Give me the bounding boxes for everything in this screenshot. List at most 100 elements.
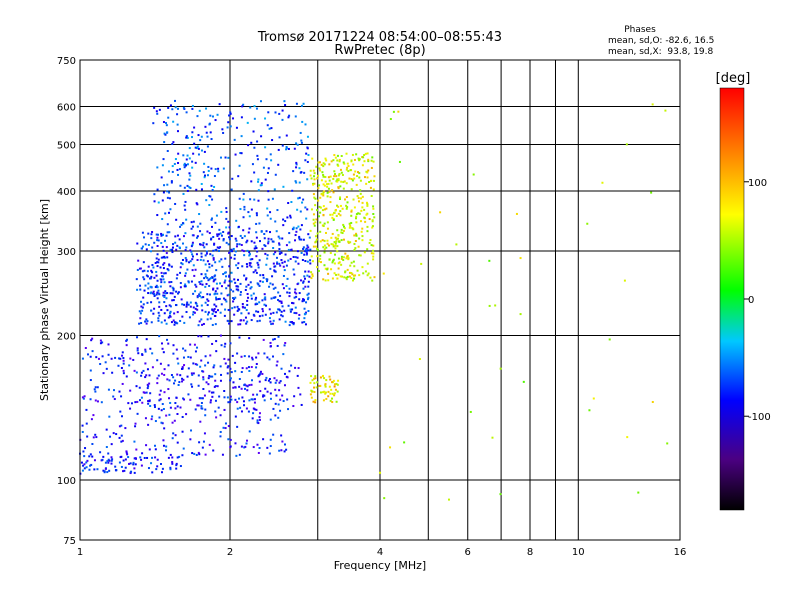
data-point bbox=[218, 237, 221, 240]
data-point bbox=[336, 229, 339, 232]
data-point bbox=[154, 448, 157, 451]
data-point bbox=[345, 276, 348, 279]
data-point bbox=[179, 374, 182, 377]
data-point bbox=[215, 305, 218, 308]
data-point bbox=[355, 213, 358, 216]
data-point bbox=[122, 362, 125, 365]
data-point bbox=[163, 255, 166, 258]
data-point bbox=[287, 248, 290, 251]
data-point bbox=[294, 234, 297, 237]
data-point bbox=[349, 226, 352, 229]
data-point bbox=[197, 147, 200, 150]
data-point bbox=[324, 385, 327, 388]
data-point bbox=[247, 312, 250, 315]
data-point bbox=[171, 108, 174, 111]
data-point bbox=[270, 297, 273, 300]
data-point bbox=[237, 225, 240, 228]
data-point bbox=[196, 235, 199, 238]
data-point bbox=[150, 321, 153, 324]
data-point bbox=[323, 377, 326, 380]
data-point bbox=[274, 173, 277, 176]
data-point bbox=[208, 204, 211, 207]
data-point bbox=[354, 240, 357, 243]
data-point bbox=[160, 278, 163, 281]
data-point bbox=[302, 102, 305, 105]
data-point bbox=[129, 472, 132, 475]
data-point bbox=[96, 468, 99, 471]
data-point bbox=[319, 254, 322, 257]
data-point bbox=[166, 292, 169, 295]
data-point bbox=[127, 402, 130, 405]
data-point bbox=[152, 293, 155, 296]
data-point bbox=[258, 259, 261, 262]
data-point bbox=[245, 241, 248, 244]
data-point bbox=[215, 282, 218, 285]
data-point bbox=[280, 310, 283, 313]
data-point bbox=[260, 184, 263, 187]
data-point bbox=[140, 300, 143, 303]
data-point bbox=[327, 176, 330, 179]
data-point bbox=[161, 467, 164, 470]
data-point bbox=[176, 413, 179, 416]
data-point bbox=[326, 242, 329, 245]
data-point bbox=[247, 231, 250, 234]
data-point bbox=[319, 196, 322, 199]
data-point bbox=[176, 130, 179, 133]
data-point bbox=[81, 424, 84, 427]
data-point bbox=[169, 104, 172, 107]
data-point bbox=[349, 264, 352, 267]
data-point bbox=[239, 291, 242, 294]
data-point bbox=[269, 445, 272, 448]
data-point bbox=[256, 158, 259, 161]
data-point bbox=[252, 407, 255, 410]
data-point bbox=[205, 131, 208, 134]
data-point bbox=[198, 213, 201, 216]
data-point bbox=[83, 467, 86, 470]
data-point bbox=[259, 274, 262, 277]
data-point bbox=[289, 214, 292, 217]
data-point bbox=[282, 274, 285, 277]
data-point bbox=[310, 277, 313, 280]
data-point bbox=[294, 239, 297, 242]
data-point bbox=[145, 318, 148, 321]
data-point bbox=[166, 223, 169, 226]
data-point bbox=[99, 339, 102, 342]
data-point bbox=[196, 203, 199, 206]
data-point bbox=[215, 214, 218, 217]
data-point bbox=[167, 116, 170, 119]
data-point bbox=[205, 283, 208, 286]
data-point bbox=[200, 149, 203, 152]
data-point bbox=[266, 171, 269, 174]
data-point bbox=[336, 204, 339, 207]
data-point bbox=[469, 410, 472, 413]
data-point bbox=[227, 121, 230, 124]
data-point bbox=[292, 226, 295, 229]
data-point bbox=[246, 389, 249, 392]
data-point bbox=[229, 342, 232, 345]
data-point bbox=[350, 209, 353, 212]
data-point bbox=[216, 309, 219, 312]
data-point bbox=[186, 268, 189, 271]
data-point bbox=[257, 422, 260, 425]
data-point bbox=[152, 266, 155, 269]
data-point bbox=[85, 466, 88, 469]
data-point bbox=[335, 273, 338, 276]
data-point bbox=[185, 136, 188, 139]
data-point bbox=[191, 253, 194, 256]
data-point bbox=[120, 455, 123, 458]
data-point bbox=[144, 362, 147, 365]
data-point bbox=[218, 247, 221, 250]
data-point bbox=[164, 239, 167, 242]
data-point bbox=[203, 277, 206, 280]
data-point bbox=[156, 465, 159, 468]
data-point bbox=[234, 442, 237, 445]
x-tick-label: 4 bbox=[377, 547, 383, 558]
data-point bbox=[219, 334, 222, 337]
data-point bbox=[192, 372, 195, 375]
data-point bbox=[263, 394, 266, 397]
data-point bbox=[309, 393, 312, 396]
data-point bbox=[279, 264, 282, 267]
data-point bbox=[279, 409, 282, 412]
x-tick-label: 6 bbox=[465, 547, 471, 558]
data-point bbox=[236, 305, 239, 308]
